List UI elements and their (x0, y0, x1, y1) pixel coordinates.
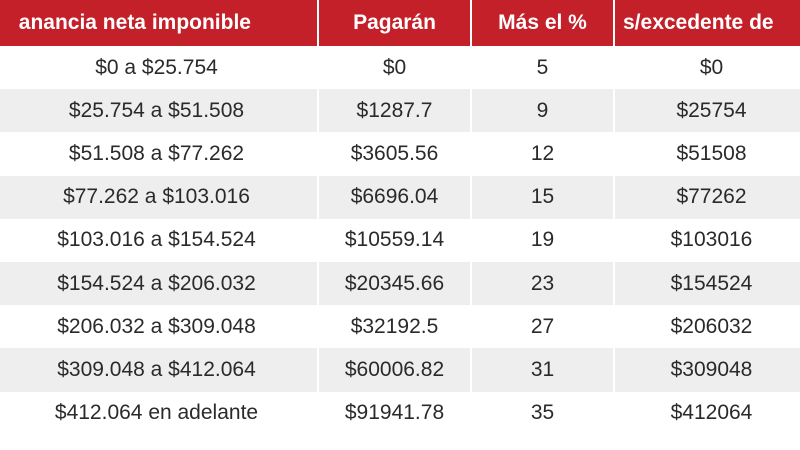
cell-excess-over: $309048 (614, 348, 800, 392)
table-row: $77.262 a $103.016 $6696.04 15 $77262 (0, 175, 800, 219)
cell-excess-over: $77262 (614, 175, 800, 219)
cell-excess-over: $412064 (614, 391, 800, 435)
cell-rate-percent: 15 (471, 175, 615, 219)
cell-rate-percent: 9 (471, 89, 615, 133)
cell-income-range: $412.064 en adelante (0, 391, 319, 435)
cell-excess-over: $25754 (614, 89, 800, 133)
table-row: $154.524 a $206.032 $20345.66 23 $154524 (0, 261, 800, 306)
cell-income-range: $154.524 a $206.032 (0, 261, 319, 306)
cell-rate-percent: 31 (471, 348, 615, 392)
cell-fixed-amount: $60006.82 (318, 348, 472, 392)
cell-income-range: $0 a $25.754 (0, 46, 319, 90)
cell-fixed-amount: $1287.7 (318, 89, 472, 133)
cell-excess-over: $51508 (614, 132, 800, 176)
cell-income-range: $25.754 a $51.508 (0, 89, 319, 133)
table-header-row: anancia neta imponible Pagarán Más el % … (0, 0, 800, 46)
cell-excess-over: $0 (614, 46, 800, 90)
cell-fixed-amount: $0 (318, 46, 472, 90)
table-row: $25.754 a $51.508 $1287.7 9 $25754 (0, 89, 800, 133)
header-will-pay: Pagarán (318, 0, 472, 46)
table-row: $0 a $25.754 $0 5 $0 (0, 46, 800, 90)
header-plus-percent: Más el % (471, 0, 615, 46)
cell-income-range: $309.048 a $412.064 (0, 348, 319, 392)
tax-bracket-table: anancia neta imponible Pagarán Más el % … (0, 0, 800, 435)
cell-fixed-amount: $32192.5 (318, 305, 472, 349)
cell-excess-over: $103016 (614, 218, 800, 262)
cell-rate-percent: 12 (471, 132, 615, 176)
cell-excess-over: $154524 (614, 261, 800, 306)
cell-rate-percent: 23 (471, 261, 615, 306)
header-over-excess: s/excedente de (614, 0, 800, 46)
cell-fixed-amount: $10559.14 (318, 218, 472, 262)
cell-rate-percent: 35 (471, 391, 615, 435)
table-row: $309.048 a $412.064 $60006.82 31 $309048 (0, 348, 800, 392)
cell-rate-percent: 27 (471, 305, 615, 349)
cell-fixed-amount: $3605.56 (318, 132, 472, 176)
cell-excess-over: $206032 (614, 305, 800, 349)
cell-income-range: $51.508 a $77.262 (0, 132, 319, 176)
table-row: $51.508 a $77.262 $3605.56 12 $51508 (0, 132, 800, 176)
header-net-taxable-income: anancia neta imponible (0, 0, 319, 46)
cell-fixed-amount: $20345.66 (318, 261, 472, 306)
cell-income-range: $77.262 a $103.016 (0, 175, 319, 219)
table-row: $412.064 en adelante $91941.78 35 $41206… (0, 391, 800, 435)
cell-rate-percent: 19 (471, 218, 615, 262)
cell-fixed-amount: $6696.04 (318, 175, 472, 219)
cell-income-range: $206.032 a $309.048 (0, 305, 319, 349)
cell-rate-percent: 5 (471, 46, 615, 90)
cell-fixed-amount: $91941.78 (318, 391, 472, 435)
table-row: $103.016 a $154.524 $10559.14 19 $103016 (0, 218, 800, 262)
table-row: $206.032 a $309.048 $32192.5 27 $206032 (0, 305, 800, 349)
cell-income-range: $103.016 a $154.524 (0, 218, 319, 262)
